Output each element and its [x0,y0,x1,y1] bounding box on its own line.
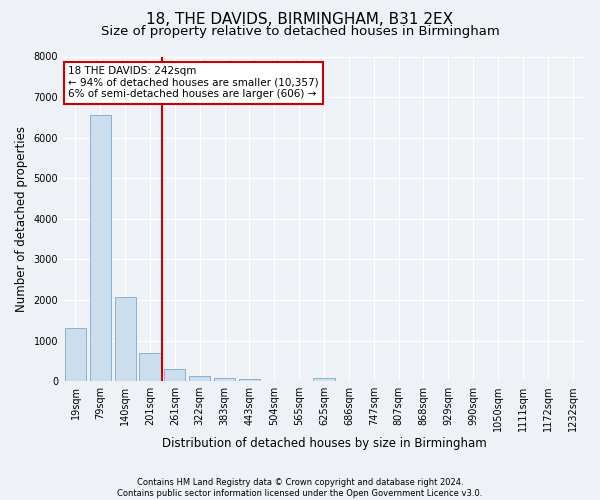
Text: 18, THE DAVIDS, BIRMINGHAM, B31 2EX: 18, THE DAVIDS, BIRMINGHAM, B31 2EX [146,12,454,28]
X-axis label: Distribution of detached houses by size in Birmingham: Distribution of detached houses by size … [161,437,487,450]
Text: 18 THE DAVIDS: 242sqm
← 94% of detached houses are smaller (10,357)
6% of semi-d: 18 THE DAVIDS: 242sqm ← 94% of detached … [68,66,319,100]
Bar [139,352,161,381]
Text: Size of property relative to detached houses in Birmingham: Size of property relative to detached ho… [101,25,499,38]
Bar [115,296,136,381]
Bar [90,116,111,381]
Bar [164,370,185,381]
Bar [214,378,235,381]
Bar [65,328,86,381]
Y-axis label: Number of detached properties: Number of detached properties [15,126,28,312]
Bar [313,378,335,381]
Bar [189,376,211,381]
Text: Contains HM Land Registry data © Crown copyright and database right 2024.
Contai: Contains HM Land Registry data © Crown c… [118,478,482,498]
Bar [239,378,260,381]
